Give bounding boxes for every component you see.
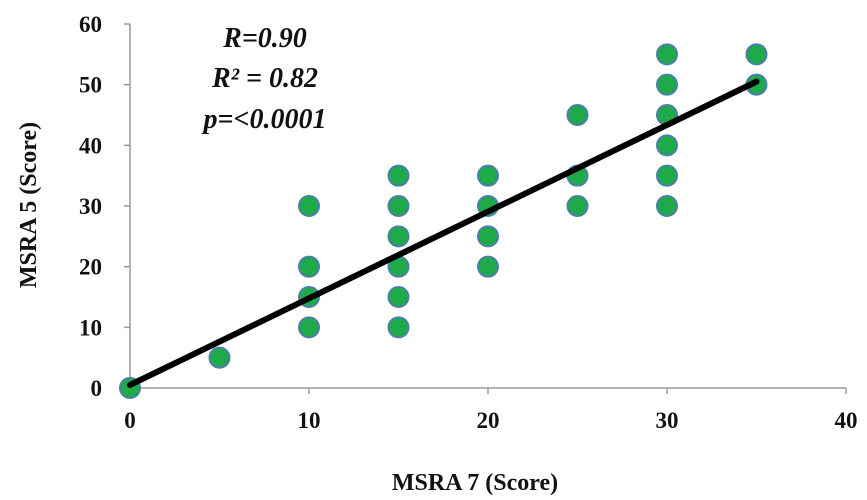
data-point	[477, 225, 499, 248]
annotation-r: R=0.90	[222, 23, 307, 54]
data-point	[208, 346, 231, 369]
x-tick-label: 40	[835, 408, 858, 433]
y-tick-label: 60	[79, 12, 102, 37]
data-point	[566, 104, 589, 126]
data-point	[656, 73, 678, 96]
x-tick-label: 0	[124, 408, 136, 433]
y-tick-label: 20	[79, 255, 102, 280]
data-point	[566, 195, 589, 217]
data-point	[656, 43, 678, 66]
data-point	[298, 255, 320, 278]
x-axis-ticks: 0 10 20 30 40	[124, 388, 858, 433]
y-tick-label: 10	[79, 315, 102, 340]
y-axis-title: MSRA 5 (Score)	[16, 122, 42, 288]
trend-line	[127, 78, 760, 388]
x-tick-label: 30	[656, 408, 679, 433]
data-point	[656, 164, 678, 187]
y-axis-ticks: 0 10 20 30 40 50 60	[79, 12, 130, 401]
statistics-annotation: R=0.90 R² = 0.82 p=<0.0001	[202, 23, 327, 135]
y-tick-label: 50	[79, 73, 102, 98]
data-point	[298, 316, 320, 339]
data-point	[387, 316, 410, 339]
y-tick-label: 40	[79, 133, 102, 158]
y-tick-label: 0	[91, 376, 103, 401]
data-point	[745, 43, 768, 66]
x-tick-label: 20	[477, 408, 500, 433]
annotation-r-squared: R² = 0.82	[211, 63, 318, 94]
x-tick-label: 10	[298, 408, 321, 433]
data-point	[387, 286, 410, 308]
x-axis-title: MSRA 7 (Score)	[392, 470, 558, 496]
annotation-p-value: p=<0.0001	[202, 104, 327, 135]
data-point	[477, 164, 499, 187]
data-point	[387, 164, 410, 187]
data-point	[477, 255, 499, 278]
data-point	[387, 195, 410, 217]
data-point	[387, 225, 410, 248]
data-point	[656, 195, 678, 217]
data-points	[119, 43, 768, 399]
y-tick-label: 30	[79, 194, 102, 219]
data-point	[298, 195, 320, 217]
data-point	[656, 134, 678, 157]
